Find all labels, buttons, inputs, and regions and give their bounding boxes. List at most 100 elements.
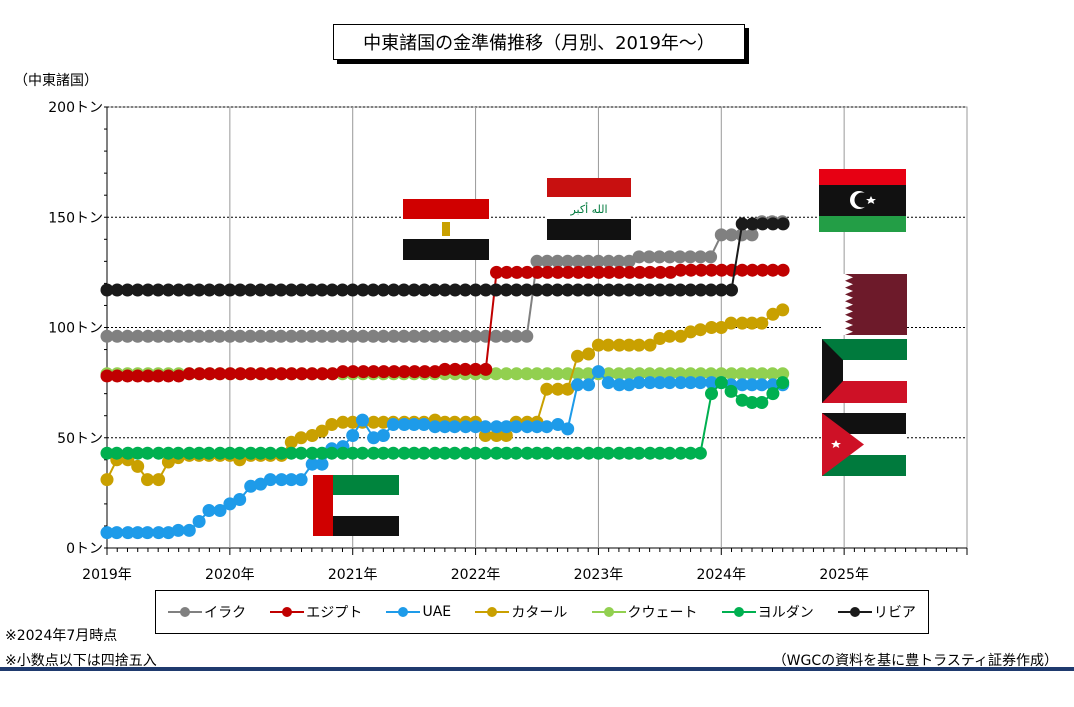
data-point-egypt — [643, 265, 657, 279]
data-point-iraq — [581, 254, 595, 268]
qatar-flag — [823, 274, 907, 335]
data-point-iraq — [652, 250, 666, 264]
data-point-jordan — [254, 446, 268, 460]
data-point-iraq — [612, 254, 626, 268]
data-point-jordan — [192, 446, 206, 460]
data-point-iraq — [417, 329, 431, 343]
data-point-uae — [397, 418, 411, 431]
data-point-libya — [366, 283, 380, 297]
libya-flag — [819, 169, 906, 232]
data-point-jordan — [121, 446, 135, 460]
data-point-iraq — [387, 329, 401, 343]
data-point-uae — [407, 418, 421, 431]
data-point-egypt — [408, 365, 422, 379]
data-point-egypt — [520, 265, 534, 279]
data-point-libya — [325, 283, 339, 297]
data-point-libya — [356, 283, 370, 297]
legend-label-qatar: カタール — [511, 605, 568, 621]
x-tick-label: 2025年 — [819, 567, 869, 583]
x-tick-label: 2020年 — [205, 567, 255, 583]
data-point-iraq — [141, 329, 155, 343]
data-point-jordan — [663, 446, 677, 460]
svg-text:الله أكبر: الله أكبر — [569, 202, 607, 216]
data-point-kuwait — [745, 367, 759, 381]
data-point-jordan — [386, 446, 400, 460]
data-point-jordan — [213, 446, 227, 460]
data-point-qatar — [551, 382, 565, 396]
data-point-libya — [336, 283, 349, 297]
data-point-iraq — [172, 329, 186, 343]
data-point-uae — [469, 420, 483, 434]
data-point-libya — [417, 283, 431, 297]
data-point-egypt — [694, 263, 708, 277]
data-point-egypt — [664, 265, 677, 279]
series-libya — [100, 217, 790, 297]
data-point-egypt — [131, 369, 145, 383]
data-point-kuwait — [766, 367, 779, 381]
legend-item-egypt: エジプト — [270, 602, 362, 622]
y-tick-label: 150トン — [48, 210, 103, 226]
data-point-libya — [520, 283, 534, 297]
note-date: ※2024年7月時点 — [5, 628, 118, 644]
data-point-libya — [612, 283, 626, 297]
data-point-libya — [100, 283, 114, 297]
data-point-qatar — [693, 323, 707, 337]
legend-item-kuwait: クウェート — [591, 602, 698, 622]
x-tick-label: 2019年 — [82, 567, 132, 583]
data-point-qatar — [591, 338, 605, 352]
data-point-uae — [386, 418, 400, 431]
data-point-uae — [530, 420, 544, 434]
y-tick-label: 200トン — [48, 100, 103, 116]
data-point-iraq — [397, 329, 411, 343]
data-point-libya — [264, 283, 278, 297]
data-point-qatar — [745, 316, 759, 330]
data-point-uae — [171, 523, 185, 537]
data-point-egypt — [182, 367, 196, 381]
data-point-qatar — [674, 329, 688, 343]
data-point-iraq — [202, 329, 216, 343]
data-point-egypt — [705, 263, 718, 277]
data-point-egypt — [582, 265, 596, 279]
data-point-uae — [275, 473, 288, 487]
data-point-egypt — [326, 367, 340, 381]
data-point-egypt — [438, 362, 452, 376]
data-point-egypt — [510, 265, 524, 279]
legend-swatch-egypt — [270, 607, 305, 617]
data-point-iraq — [213, 329, 227, 343]
data-point-libya — [110, 283, 124, 297]
data-point-jordan — [478, 446, 492, 460]
data-point-iraq — [161, 329, 175, 343]
data-point-jordan — [315, 446, 329, 460]
data-point-uae — [459, 420, 473, 434]
data-point-jordan — [735, 393, 749, 407]
data-point-iraq — [591, 254, 605, 268]
legend-label-jordan: ヨルダン — [757, 605, 814, 621]
data-point-libya — [591, 283, 605, 297]
data-point-libya — [581, 283, 595, 297]
data-point-iraq — [622, 254, 636, 268]
data-point-qatar — [632, 338, 646, 352]
data-point-egypt — [418, 365, 432, 379]
data-point-uae — [684, 376, 698, 390]
data-point-qatar — [571, 349, 584, 363]
data-point-kuwait — [581, 367, 595, 381]
legend-item-libya: リビア — [837, 602, 916, 622]
data-point-libya — [305, 283, 319, 297]
y-tick-label: 100トン — [48, 321, 103, 337]
data-point-jordan — [305, 446, 319, 460]
data-point-libya — [151, 283, 165, 297]
data-point-egypt — [551, 265, 565, 279]
data-point-jordan — [356, 446, 369, 460]
data-point-egypt — [387, 365, 401, 379]
data-point-iraq — [745, 228, 759, 242]
data-point-qatar — [152, 473, 166, 487]
data-point-libya — [622, 283, 636, 297]
data-point-iraq — [714, 228, 728, 242]
data-point-iraq — [438, 329, 452, 343]
data-point-iraq — [673, 250, 687, 264]
data-point-iraq — [315, 329, 329, 343]
data-point-iraq — [346, 329, 360, 343]
data-point-libya — [172, 283, 186, 297]
data-point-jordan — [509, 446, 523, 460]
